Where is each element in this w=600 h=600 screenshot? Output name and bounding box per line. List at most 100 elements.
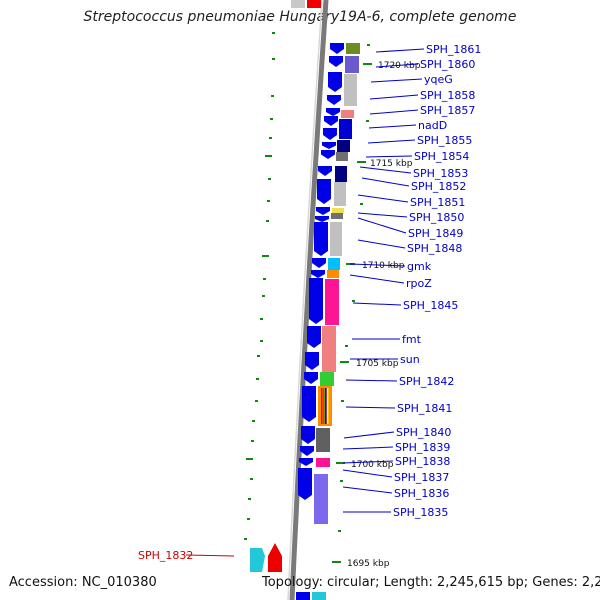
gene-leader-line — [342, 486, 393, 494]
gc-content-mark — [367, 44, 370, 46]
map-title: Streptococcus pneumoniae Hungary19A-6, c… — [83, 9, 517, 25]
gene-label-sph-1845[interactable]: SPH_1845 — [403, 299, 458, 312]
gene-label-sun[interactable]: sun — [400, 353, 420, 366]
gc-skew-mark — [267, 200, 270, 202]
cds-arrow — [330, 43, 344, 54]
feature-bottom-cyan — [312, 592, 326, 600]
tick-label: 1715 kbp — [370, 159, 413, 169]
gc-skew-mark — [256, 378, 259, 380]
gc-skew-mark — [265, 155, 272, 157]
gene-leader-line — [370, 78, 423, 83]
gene-label-sph-1857[interactable]: SPH_1857 — [420, 104, 475, 117]
cog-track — [314, 43, 360, 524]
gene-leader-line — [343, 431, 395, 439]
cog-bar — [314, 474, 328, 524]
gene-labels[interactable]: SPH_1861 SPH_1860 yqeG SPH_1858 SPH_1857 nadD… — [342, 43, 481, 519]
gene-label-sph-1853[interactable]: SPH_1853 — [413, 167, 468, 180]
gene-label-nadd[interactable]: nadD — [418, 119, 447, 132]
genome-summary-text: Topology: circular; Length: 2,245,615 bp… — [262, 575, 600, 590]
tick-label: 1695 kbp — [347, 559, 390, 569]
cog-bar — [344, 74, 357, 106]
gene-label-sph-1850[interactable]: SPH_1850 — [409, 211, 464, 224]
gc-content-mark — [352, 300, 355, 302]
scale-ticks: 1720 kbp 1715 kbp 1710 kbp 1705 kbp 1700… — [332, 61, 421, 569]
feature-top-red — [307, 0, 321, 8]
gene-label-sph-1852[interactable]: SPH_1852 — [411, 180, 466, 193]
cog-bar — [332, 208, 344, 213]
cds-arrow — [309, 278, 323, 324]
cog-bar — [328, 258, 340, 270]
gc-skew-mark — [263, 278, 266, 280]
gc-content-track — [338, 44, 370, 532]
gene-leader-line — [367, 139, 416, 144]
gc-skew-mark — [260, 318, 263, 320]
cds-arrow — [305, 352, 319, 370]
gc-skew-mark — [244, 538, 247, 540]
feature-bottom-blue — [296, 592, 310, 600]
gene-label-sph-1861[interactable]: SPH_1861 — [426, 43, 481, 56]
gene-label-fmt[interactable]: fmt — [402, 333, 422, 346]
gc-skew-mark — [260, 340, 263, 342]
gene-label-sph-1849[interactable]: SPH_1849 — [408, 227, 463, 240]
gene-label-sph-1851[interactable]: SPH_1851 — [410, 196, 465, 209]
feature-sph-1832-cyan — [250, 548, 265, 572]
gc-skew-mark — [272, 58, 275, 60]
cds-arrow — [323, 128, 337, 140]
cds-arrow — [317, 179, 331, 204]
gc-skew-mark — [246, 458, 253, 460]
gene-label-sph-1841[interactable]: SPH_1841 — [397, 402, 452, 415]
cog-bar — [316, 458, 330, 467]
gene-leader-line — [357, 217, 407, 234]
cds-arrow — [302, 386, 316, 422]
gc-skew-mark — [271, 95, 274, 97]
gene-label-yqeg[interactable]: yqeG — [424, 73, 453, 86]
cog-bar — [336, 152, 348, 161]
gene-leader-line — [345, 379, 398, 382]
gene-label-sph-1855[interactable]: SPH_1855 — [417, 134, 472, 147]
gene-leader-line — [368, 124, 417, 129]
gene-label-sph-1837[interactable]: SPH_1837 — [394, 471, 449, 484]
cog-bar — [325, 279, 339, 325]
cds-arrow — [322, 142, 336, 149]
gc-content-mark — [366, 120, 369, 122]
cds-arrow — [327, 95, 341, 105]
gene-label-sph-1860[interactable]: SPH_1860 — [420, 58, 475, 71]
gene-label-sph-1854[interactable]: SPH_1854 — [414, 150, 469, 163]
gene-label-sph-1848[interactable]: SPH_1848 — [407, 242, 462, 255]
gene-label-sph-1839[interactable]: SPH_1839 — [395, 441, 450, 454]
gene-leader-line — [349, 263, 406, 267]
gene-leader-line — [342, 460, 394, 464]
gc-skew-mark — [248, 498, 251, 500]
cog-bar — [330, 222, 342, 256]
gc-content-mark — [341, 400, 344, 402]
gene-leader-line — [349, 274, 405, 284]
cds-arrow — [299, 458, 313, 466]
cog-bar — [339, 119, 352, 139]
gene-label-sph-1840[interactable]: SPH_1840 — [396, 426, 451, 439]
gene-label-gmk[interactable]: gmk — [407, 260, 432, 273]
tick-label: 1710 kbp — [362, 261, 405, 271]
gc-skew-mark — [268, 178, 271, 180]
gene-label-sph-1858[interactable]: SPH_1858 — [420, 89, 475, 102]
gene-label-rpoz[interactable]: rpoZ — [406, 277, 432, 290]
gene-label-sph-1842[interactable]: SPH_1842 — [399, 375, 454, 388]
tick-label: 1700 kbp — [351, 460, 394, 470]
gene-leader-line — [342, 446, 394, 450]
gc-skew-mark — [262, 295, 265, 297]
cds-arrow — [315, 216, 329, 222]
gene-leader-line — [375, 48, 425, 53]
gene-label-sph-1836[interactable]: SPH_1836 — [394, 487, 449, 500]
genome-backbone-highlight — [287, 0, 323, 600]
gc-skew-mark — [252, 420, 255, 422]
gene-leader-line — [369, 94, 419, 100]
gene-label-sph-1832[interactable]: SPH_1832 — [138, 549, 193, 562]
gc-skew-track — [244, 32, 275, 540]
feature-sph-1832-red — [268, 543, 282, 572]
gene-label-sph-1835[interactable]: SPH_1835 — [393, 506, 448, 519]
cog-bar — [335, 166, 347, 182]
gene-leader-line — [369, 109, 419, 115]
gene-leader-line — [365, 155, 413, 158]
gene-label-sph-1838[interactable]: SPH_1838 — [395, 455, 450, 468]
accession-text: Accession: NC_010380 — [9, 575, 157, 590]
